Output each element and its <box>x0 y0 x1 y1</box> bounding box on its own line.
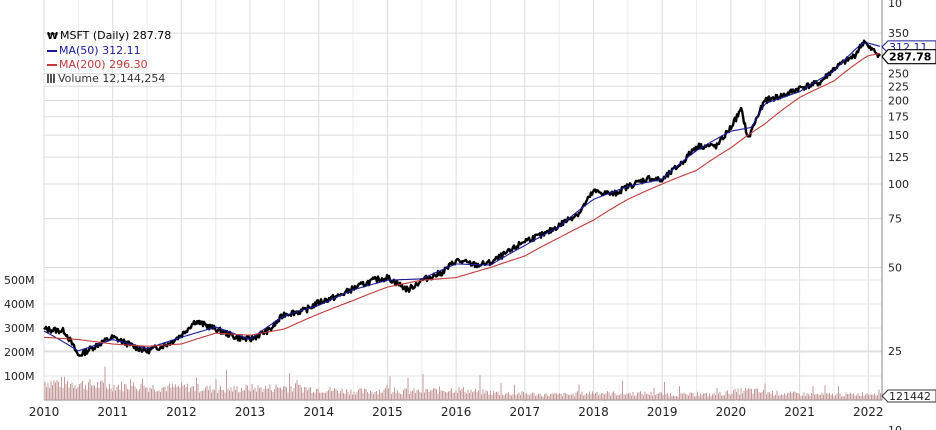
year-tick-label: 2013 <box>235 405 266 419</box>
price-tick-label: 225 <box>888 80 909 93</box>
year-tick-label: 2021 <box>784 405 815 419</box>
current-price-marker-label: 287.78 <box>889 51 931 64</box>
price-tick-label: 175 <box>888 111 909 124</box>
legend-item-price: ₩ MSFT (Daily) 287.78 <box>47 29 172 42</box>
year-tick-label: 2020 <box>716 405 747 419</box>
price-tick-label: 100 <box>888 178 909 191</box>
price-bars-icon: ₩ <box>47 31 59 42</box>
price-tick-label: 200 <box>888 95 909 108</box>
ma200-swatch <box>47 64 57 66</box>
ma200-line <box>43 52 881 347</box>
year-tick-label: 2019 <box>647 405 678 419</box>
volume-marker <box>881 389 936 403</box>
year-tick-label: 2011 <box>97 405 128 419</box>
price-line <box>43 39 881 357</box>
year-tick-label: 2017 <box>510 405 541 419</box>
volume-tick-label: 300M <box>4 322 35 335</box>
volume-tick-label: 400M <box>4 298 35 311</box>
year-tick-label: 2022 <box>853 405 884 419</box>
price-tick-label: 350 <box>888 27 909 40</box>
price-tick-label: 25 <box>888 345 902 358</box>
volume-bars <box>44 366 881 400</box>
ma50-line <box>43 42 881 352</box>
volume-bars-icon <box>47 74 56 83</box>
volume-tick-label: 200M <box>4 346 35 359</box>
year-tick-label: 2014 <box>303 405 334 419</box>
price-tick-label-bottom: 10 <box>888 424 902 430</box>
year-tick-label: 2018 <box>578 405 609 419</box>
grid <box>43 0 883 401</box>
ma50-swatch <box>47 50 57 52</box>
price-tick-label-top: 10 <box>888 0 902 10</box>
year-tick-label: 2016 <box>441 405 472 419</box>
price-series <box>43 39 881 357</box>
volume-marker-label: 121442 <box>889 390 931 403</box>
current-price-marker <box>881 49 936 65</box>
price-tick-label: 125 <box>888 151 909 164</box>
price-tick-label: 250 <box>888 68 909 81</box>
year-tick-label: 2010 <box>29 405 60 419</box>
legend-item-volume: Volume 12,144,254 <box>47 72 171 86</box>
year-tick-label: 2012 <box>166 405 197 419</box>
legend-item-ma200: MA(200) 296.30 <box>47 58 171 72</box>
price-tick-label: 50 <box>888 262 902 275</box>
volume-tick-label: 500M <box>4 274 35 287</box>
legend: ₩ MSFT (Daily) 287.78 MA(50) 312.11 MA(20… <box>47 29 171 86</box>
legend-item-ma50: MA(50) 312.11 <box>47 44 171 58</box>
volume-tick-label: 100M <box>4 370 35 383</box>
price-tick-label: 150 <box>888 129 909 142</box>
price-tick-label: 75 <box>888 213 902 226</box>
year-tick-label: 2015 <box>372 405 403 419</box>
